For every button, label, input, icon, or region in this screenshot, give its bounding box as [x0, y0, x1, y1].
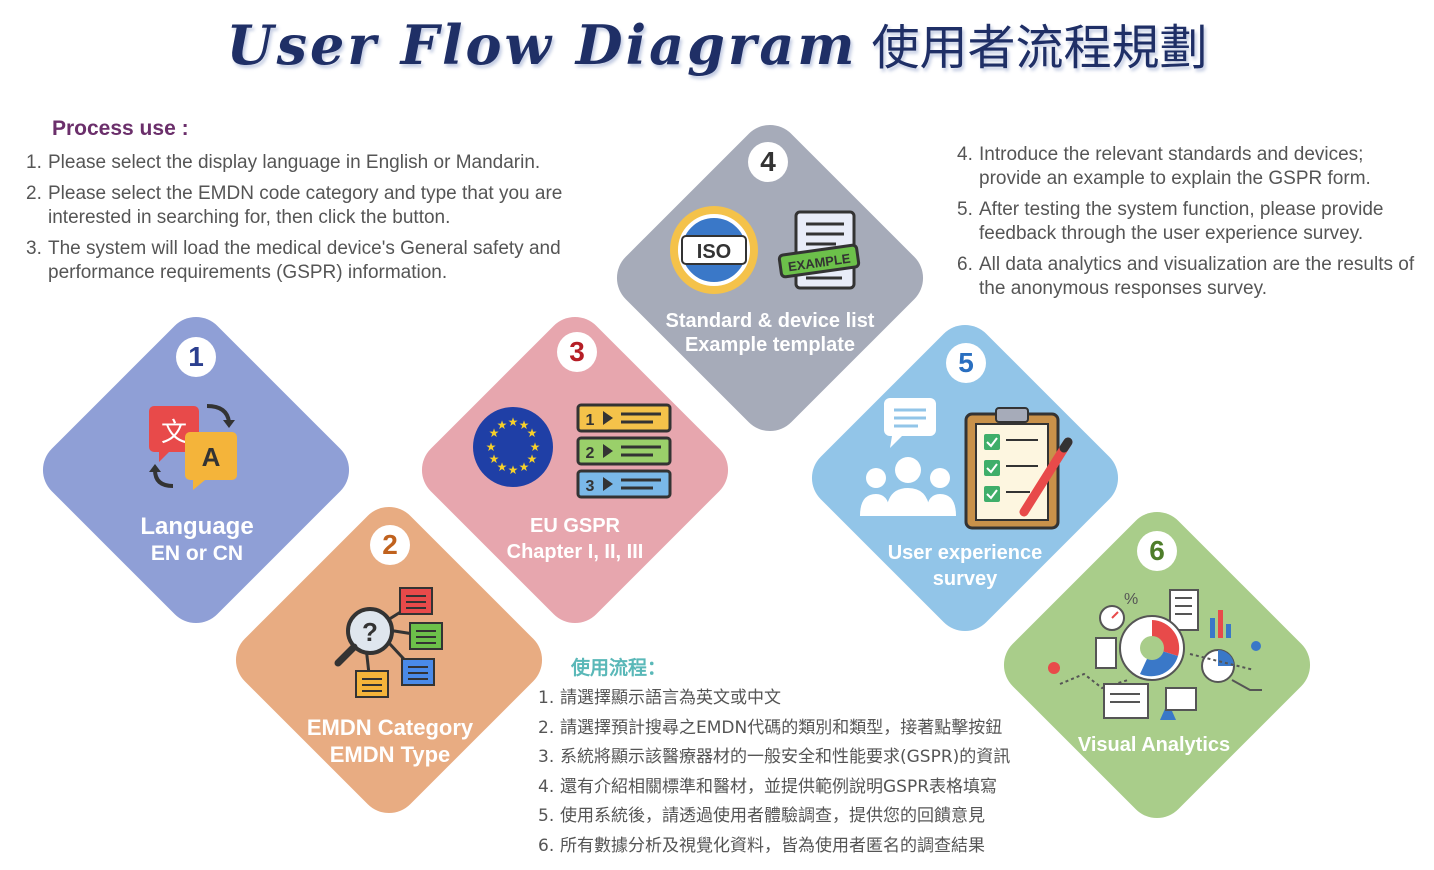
step-3-label: EU GSPR Chapter I, II, III	[506, 515, 644, 563]
svg-text:★: ★	[508, 463, 519, 477]
svg-text:文: 文	[161, 418, 187, 448]
svg-text:★: ★	[530, 440, 541, 454]
translate-icon: 文 A	[149, 404, 237, 490]
survey-clipboard-icon	[860, 398, 1073, 530]
svg-text:?: ?	[362, 617, 378, 647]
page-title: User Flow Diagram 使用者流程規劃	[0, 8, 1434, 78]
svg-text:ISO: ISO	[697, 241, 731, 263]
process-list-en-right: 4. Introduce the relevant standards and d…	[957, 143, 1427, 308]
svg-text:★: ★	[497, 460, 508, 474]
eu-flag-icon: ★ ★★★ ★★★★ ★★★★	[473, 407, 553, 487]
process-list-en: 1. Please select the display language in …	[26, 151, 586, 292]
step-2-label: EMDN Category EMDN Type	[306, 715, 474, 767]
svg-text:A: A	[202, 442, 221, 472]
list-item: 3. The system will load the medical devic…	[26, 238, 561, 283]
svg-text:★: ★	[489, 452, 500, 466]
svg-text:3: 3	[586, 478, 595, 495]
list-item: 1. 請選擇顯示語言為英文或中文	[538, 688, 781, 708]
step-4-label: Standard & device list Example template	[665, 310, 875, 356]
step-5-label: User experience survey	[887, 542, 1043, 590]
svg-text:%: %	[1124, 591, 1138, 608]
list-item: 3. 系統將顯示該醫療器材的一般安全和性能要求(GSPR)的資訊	[538, 747, 1011, 768]
step-2-number: 2	[370, 525, 410, 565]
step-4-number: 4	[748, 142, 788, 182]
svg-text:★: ★	[527, 426, 538, 440]
svg-text:★: ★	[519, 460, 530, 474]
list-item: 6. All data analytics and visualization a…	[957, 254, 1415, 299]
svg-text:2: 2	[586, 445, 595, 462]
step-6-label: Visual Analytics	[1077, 734, 1231, 756]
process-list-cn: 1. 請選擇顯示語言為英文或中文 2. 請選擇預計搜尋之EMDN代碼的類別和類型，接…	[538, 688, 1010, 866]
svg-text:★: ★	[508, 415, 519, 429]
iso-badge-icon: ISO	[670, 206, 758, 294]
step-1-number: 1	[176, 337, 216, 377]
list-item: 4. 還有介紹相關標準和醫材，並提供範例說明GSPR表格填寫	[538, 776, 998, 797]
svg-text:★: ★	[497, 418, 508, 432]
example-document-icon: EXAMPLE	[777, 210, 861, 290]
step-6-number: 6	[1137, 531, 1177, 571]
analytics-dashboard-icon: %	[1048, 589, 1262, 720]
step-5-number: 5	[946, 343, 986, 383]
list-item: 5. After testing the system function, ple…	[957, 199, 1384, 244]
svg-text:★: ★	[527, 452, 538, 466]
step-1-label: Language EN or CN	[140, 513, 254, 565]
list-item: 2. Please select the EMDN code category a…	[26, 183, 563, 228]
svg-text:★: ★	[519, 418, 530, 432]
process-heading-cn: 使用流程：	[571, 657, 667, 679]
step-3-number: 3	[557, 332, 597, 372]
list-item: 5. 使用系統後，請透過使用者體驗調查，提供您的回饋意見	[538, 806, 985, 827]
svg-text:★: ★	[486, 440, 497, 454]
process-heading-en: Process use :	[52, 117, 189, 140]
svg-text:1: 1	[586, 412, 595, 429]
numbered-list-icon: 1 2 3	[576, 403, 672, 499]
list-item: 6. 所有數據分析及視覺化資料，皆為使用者匿名的調查結果	[538, 835, 985, 856]
list-item: 2. 請選擇預計搜尋之EMDN代碼的類別和類型，接著點擊按鈕	[538, 717, 1003, 738]
list-item: 4. Introduce the relevant standards and d…	[957, 144, 1371, 189]
title-chinese: 使用者流程規劃	[871, 20, 1208, 76]
svg-text:★: ★	[489, 426, 500, 440]
title-english: User Flow Diagram	[226, 13, 858, 77]
list-item: 1. Please select the display language in …	[26, 152, 541, 173]
search-network-icon: ?	[334, 587, 443, 698]
